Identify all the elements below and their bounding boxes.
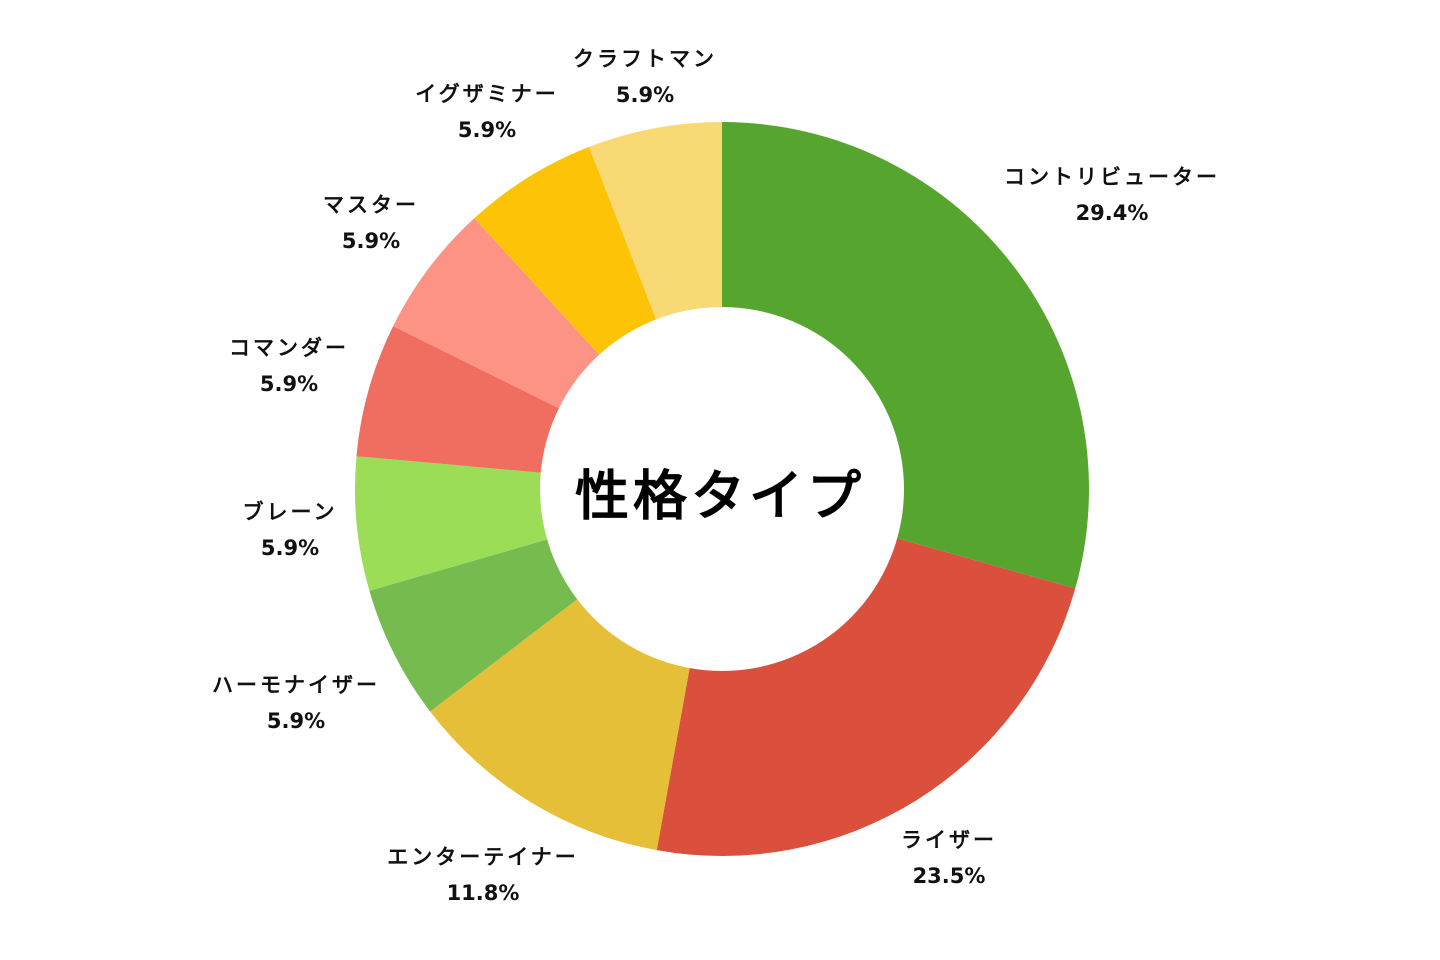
- slice-percent: 5.9%: [458, 118, 516, 142]
- slice-label: マスター: [323, 193, 419, 217]
- slice-labels: コントリビューター 29.4% ライザー 23.5% エンターテイナー 11.8% ハーモナ…: [212, 47, 1220, 905]
- slice-label: ブレーン: [243, 500, 338, 524]
- slice-percent: 23.5%: [913, 864, 986, 888]
- chart-title: 性格タイプ: [575, 465, 865, 528]
- slice-percent: 5.9%: [261, 536, 319, 560]
- slice-label: ライザー: [901, 828, 997, 852]
- slice-percent: 29.4%: [1076, 201, 1149, 225]
- slice-label: コマンダー: [229, 336, 349, 360]
- slice-percent: 5.9%: [616, 83, 674, 107]
- slice-percent: 5.9%: [260, 372, 318, 396]
- slice-label: エンターテイナー: [387, 845, 579, 869]
- slice-label: コントリビューター: [1004, 165, 1220, 189]
- slice-label: クラフトマン: [573, 47, 717, 71]
- slice-label: イグザミナー: [415, 82, 559, 106]
- slice-label: ハーモナイザー: [212, 673, 380, 697]
- slice-percent: 5.9%: [267, 709, 325, 733]
- donut-hole: [540, 307, 904, 671]
- slice-percent: 5.9%: [342, 229, 400, 253]
- slice-percent: 11.8%: [447, 881, 520, 905]
